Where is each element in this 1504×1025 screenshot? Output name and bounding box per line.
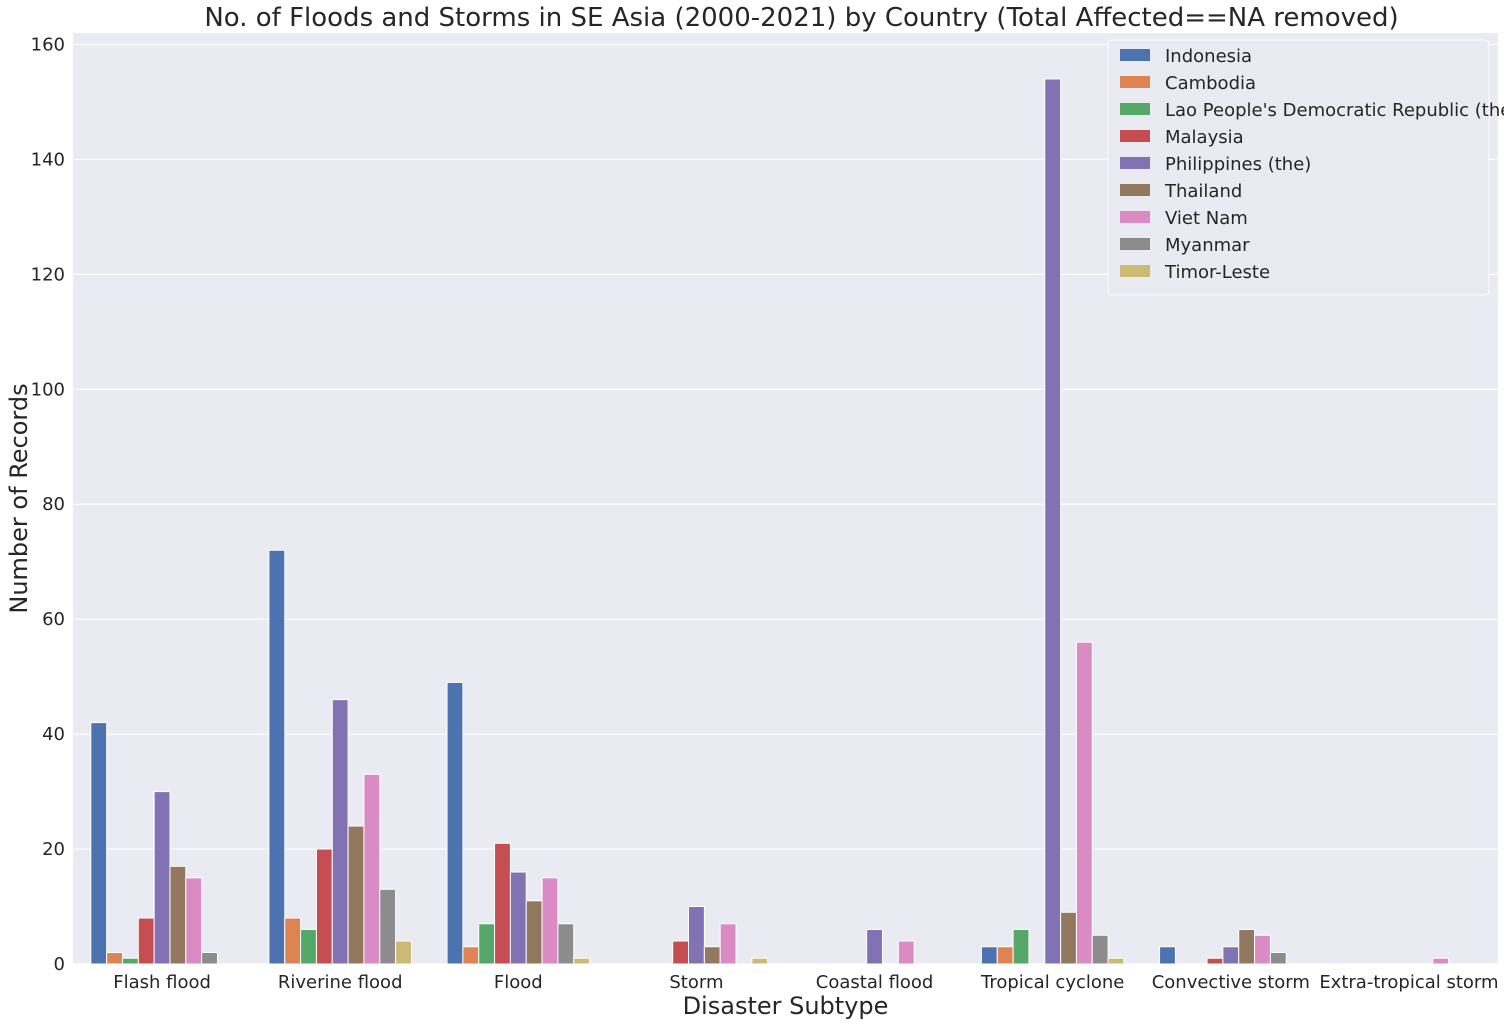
bar xyxy=(462,946,480,965)
y-tick-label: 100 xyxy=(31,379,65,400)
legend-swatch xyxy=(1120,265,1150,277)
y-tick-label: 20 xyxy=(42,839,65,860)
legend-box xyxy=(1107,39,1490,296)
x-tick-label: Coastal flood xyxy=(816,972,934,993)
bar xyxy=(1254,934,1271,965)
bar xyxy=(169,865,187,965)
bar xyxy=(1107,957,1125,965)
bar xyxy=(541,877,559,965)
bar xyxy=(1269,952,1287,965)
x-axis-label: Disaster Subtype xyxy=(683,992,889,1020)
bar xyxy=(1159,946,1176,965)
bar xyxy=(153,791,171,965)
bar xyxy=(331,699,349,965)
bar xyxy=(185,877,203,965)
bar xyxy=(1432,957,1450,965)
legend-label: Philippines (the) xyxy=(1165,154,1311,175)
bar xyxy=(300,929,317,965)
bar xyxy=(866,929,883,965)
legend-swatch xyxy=(1120,103,1150,115)
bar xyxy=(446,681,464,965)
y-tick-label: 160 xyxy=(31,34,65,55)
legend-label: Indonesia xyxy=(1165,46,1252,67)
bar xyxy=(268,549,286,965)
bar xyxy=(347,825,365,965)
x-tick-label: Riverine flood xyxy=(278,972,403,993)
x-tick-label: Storm xyxy=(669,972,723,993)
bar xyxy=(1044,78,1062,965)
bar xyxy=(1206,957,1224,965)
x-tick-label: Extra-tropical storm xyxy=(1319,972,1498,993)
legend-label: Lao People's Democratic Republic (the) xyxy=(1165,100,1504,121)
bar xyxy=(478,923,496,965)
legend: Indonesia Cambodia Lao People's Democratic… xyxy=(1107,39,1504,296)
bar xyxy=(525,900,543,965)
bar xyxy=(90,722,108,965)
bar xyxy=(1222,946,1240,965)
bar xyxy=(751,957,769,965)
bar xyxy=(719,923,737,965)
y-tick-label: 0 xyxy=(54,954,65,975)
bar xyxy=(672,940,690,965)
legend-label: Timor-Leste xyxy=(1164,262,1270,283)
bar xyxy=(494,842,511,965)
x-tick-label: Flood xyxy=(494,972,543,993)
bar xyxy=(1238,929,1256,965)
legend-swatch xyxy=(1120,157,1150,169)
bar xyxy=(363,773,381,965)
legend-swatch xyxy=(1120,76,1150,88)
x-tick-label: Flash flood xyxy=(113,972,211,993)
x-tick-label: Tropical cyclone xyxy=(980,972,1124,993)
y-tick-label: 140 xyxy=(31,149,65,170)
legend-swatch xyxy=(1120,238,1150,250)
bar xyxy=(121,957,139,965)
bar xyxy=(284,917,302,965)
y-tick-label: 60 xyxy=(42,609,65,630)
legend-swatch xyxy=(1120,211,1150,223)
y-axis-ticks: 0 20 40 60 80 100 120 140 160 xyxy=(31,34,65,975)
legend-swatch xyxy=(1120,49,1150,61)
legend-swatch xyxy=(1120,130,1150,142)
bar xyxy=(509,871,527,965)
bar xyxy=(980,946,998,965)
bar xyxy=(557,923,575,965)
legend-label: Thailand xyxy=(1164,181,1242,202)
bar xyxy=(1091,934,1109,965)
bar xyxy=(201,952,218,965)
legend-label: Malaysia xyxy=(1165,127,1244,148)
legend-swatch xyxy=(1120,184,1150,196)
bar xyxy=(573,957,591,965)
chart-title: No. of Floods and Storms in SE Asia (200… xyxy=(204,3,1398,33)
bar xyxy=(106,952,123,965)
bar xyxy=(379,888,397,965)
x-tick-label: Convective storm xyxy=(1152,972,1310,993)
y-tick-label: 80 xyxy=(42,494,65,515)
legend-label: Myanmar xyxy=(1165,235,1250,256)
bar xyxy=(688,906,705,965)
bars xyxy=(90,78,1450,965)
bar xyxy=(1012,929,1030,965)
y-tick-label: 120 xyxy=(31,264,65,285)
y-axis-label: Number of Records xyxy=(5,383,33,613)
bar xyxy=(315,848,333,965)
bar xyxy=(395,940,412,965)
bar xyxy=(996,946,1014,965)
legend-label: Viet Nam xyxy=(1165,208,1248,229)
bar xyxy=(897,940,915,965)
legend-label: Cambodia xyxy=(1165,73,1256,94)
bar xyxy=(1060,911,1077,965)
y-tick-label: 40 xyxy=(42,724,65,745)
bar xyxy=(703,946,721,965)
bar xyxy=(1075,641,1093,965)
x-axis-ticks: Flash flood Riverine flood Flood Storm Coast… xyxy=(113,972,1498,993)
bar xyxy=(137,917,155,965)
